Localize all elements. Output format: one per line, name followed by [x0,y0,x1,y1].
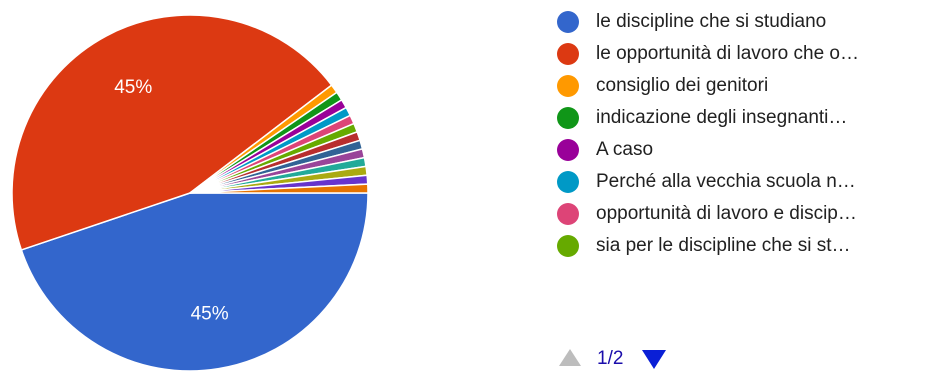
pie-slice[interactable] [20,192,369,372]
legend-label: consiglio dei genitori [596,75,769,96]
legend-swatch [557,139,579,161]
legend-item[interactable]: A caso [557,136,917,168]
legend-item[interactable]: Perché alla vecchia scuola n… [557,168,917,200]
legend-label: le discipline che si studiano [596,11,827,32]
triangle-down-icon[interactable] [642,350,666,369]
pie-slice[interactable] [189,183,369,194]
slice-data-label: 45% [191,303,229,324]
legend-label: indicazione degli insegnanti… [596,107,848,128]
legend-item[interactable]: consiglio dei genitori [557,72,917,104]
legend-swatch [557,235,579,257]
legend-label: opportunità di lavoro e discip… [596,203,857,224]
legend-swatch [557,75,579,97]
legend-swatch [557,171,579,193]
legend-page-indicator: 1/2 [597,348,624,369]
legend-swatch [557,107,579,129]
pie-chart: 45% 45% [11,14,369,372]
legend-item[interactable]: indicazione degli insegnanti… [557,104,917,136]
pie-slices [11,14,369,372]
legend-item[interactable]: le discipline che si studiano [557,8,917,40]
legend-item[interactable]: sia per le discipline che si st… [557,232,917,264]
pie-slice[interactable] [11,14,333,251]
legend-label: A caso [596,139,654,160]
slice-data-label: 45% [114,77,152,98]
legend-item[interactable]: opportunità di lavoro e discip… [557,200,917,232]
legend-item[interactable]: le opportunità di lavoro che o… [557,40,917,72]
legend-swatch [557,11,579,33]
legend-label: le opportunità di lavoro che o… [596,43,859,64]
triangle-up-icon[interactable] [559,349,581,366]
legend-swatch [557,203,579,225]
legend-label: sia per le discipline che si st… [596,235,851,256]
pie-data-labels: 45% 45% [114,77,229,324]
legend-swatch [557,43,579,65]
legend-label: Perché alla vecchia scuola n… [596,171,856,192]
chart-legend: le discipline che si studiano le opportu… [557,8,917,264]
